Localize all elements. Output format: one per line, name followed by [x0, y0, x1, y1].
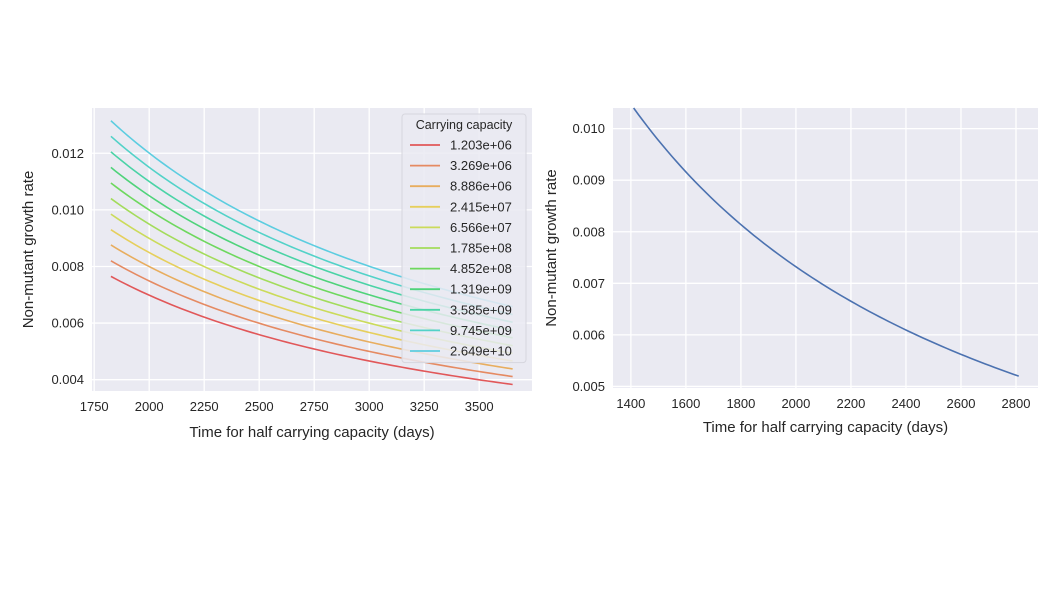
x-axis-label: Time for half carrying capacity (days) [703, 419, 948, 436]
legend-entry: 3.585e+09 [450, 302, 512, 317]
series-line-1.203e+06 [110, 275, 513, 386]
legend-box [401, 113, 527, 364]
x-tick-label: 2500 [245, 399, 274, 414]
x-tick-label: 1800 [726, 396, 755, 411]
y-tick-label: 0.004 [51, 372, 84, 387]
y-tick-label: 0.007 [572, 276, 605, 291]
chart-2: 1400 1600 1800 2000 2200 2400 2600 2800 0.005 0.0… [543, 107, 1038, 436]
legend-entry: 1.785e+08 [450, 241, 512, 256]
x-tick-label: 2400 [892, 396, 921, 411]
y-axis-label: Non-mutant growth rate [20, 171, 37, 329]
y-tick-label: 0.008 [572, 224, 605, 239]
legend-entry: 1.319e+09 [450, 282, 512, 297]
y-tick-label: 0.012 [51, 146, 84, 161]
x-tick-label: 2000 [135, 399, 164, 414]
legend-entry: 2.649e+10 [450, 344, 512, 359]
y-axis-label: Non-mutant growth rate [543, 169, 560, 327]
legend-entry: 6.566e+07 [450, 220, 512, 235]
plot-area [613, 108, 1038, 388]
legend-entry: 3.269e+06 [450, 158, 512, 173]
y-tick-label: 0.006 [572, 327, 605, 342]
legend-entry: 4.852e+08 [450, 261, 512, 276]
x-tick-label: 2250 [190, 399, 219, 414]
y-tick-label: 0.010 [572, 121, 605, 136]
legend-entry: 2.415e+07 [450, 199, 512, 214]
x-tick-label: 2750 [300, 399, 329, 414]
x-tick-label: 2000 [781, 396, 810, 411]
y-tick-label: 0.005 [572, 379, 605, 394]
x-tick-label: 2800 [1002, 396, 1031, 411]
series-line-series-1 [632, 107, 1020, 377]
y-tick-label: 0.009 [572, 173, 605, 188]
legend-entry: 8.886e+06 [450, 179, 512, 194]
x-axis-label: Time for half carrying capacity (days) [189, 424, 434, 441]
x-tick-label: 1400 [616, 396, 645, 411]
chart-1: 1750 2000 2250 2500 2750 3000 3250 3500 0.004 0.0… [20, 108, 532, 441]
x-tick-label: 1750 [80, 399, 109, 414]
y-tick-label: 0.006 [51, 316, 84, 331]
x-tick-label: 2200 [836, 396, 865, 411]
legend: Carrying capacity 1.203e+06 3.269e+06 8.886… [401, 113, 527, 364]
legend-entry: 1.203e+06 [450, 138, 512, 153]
y-tick-label: 0.010 [51, 202, 84, 217]
legend-entry: 9.745e+09 [450, 323, 512, 338]
x-tick-label: 2600 [947, 396, 976, 411]
x-tick-label: 3500 [465, 399, 494, 414]
x-tick-label: 3250 [410, 399, 439, 414]
x-tick-label: 3000 [355, 399, 384, 414]
series-line-3.269e+06 [110, 260, 513, 378]
y-tick-label: 0.008 [51, 259, 84, 274]
x-tick-label: 1600 [671, 396, 700, 411]
legend-title: Carrying capacity [416, 118, 513, 132]
